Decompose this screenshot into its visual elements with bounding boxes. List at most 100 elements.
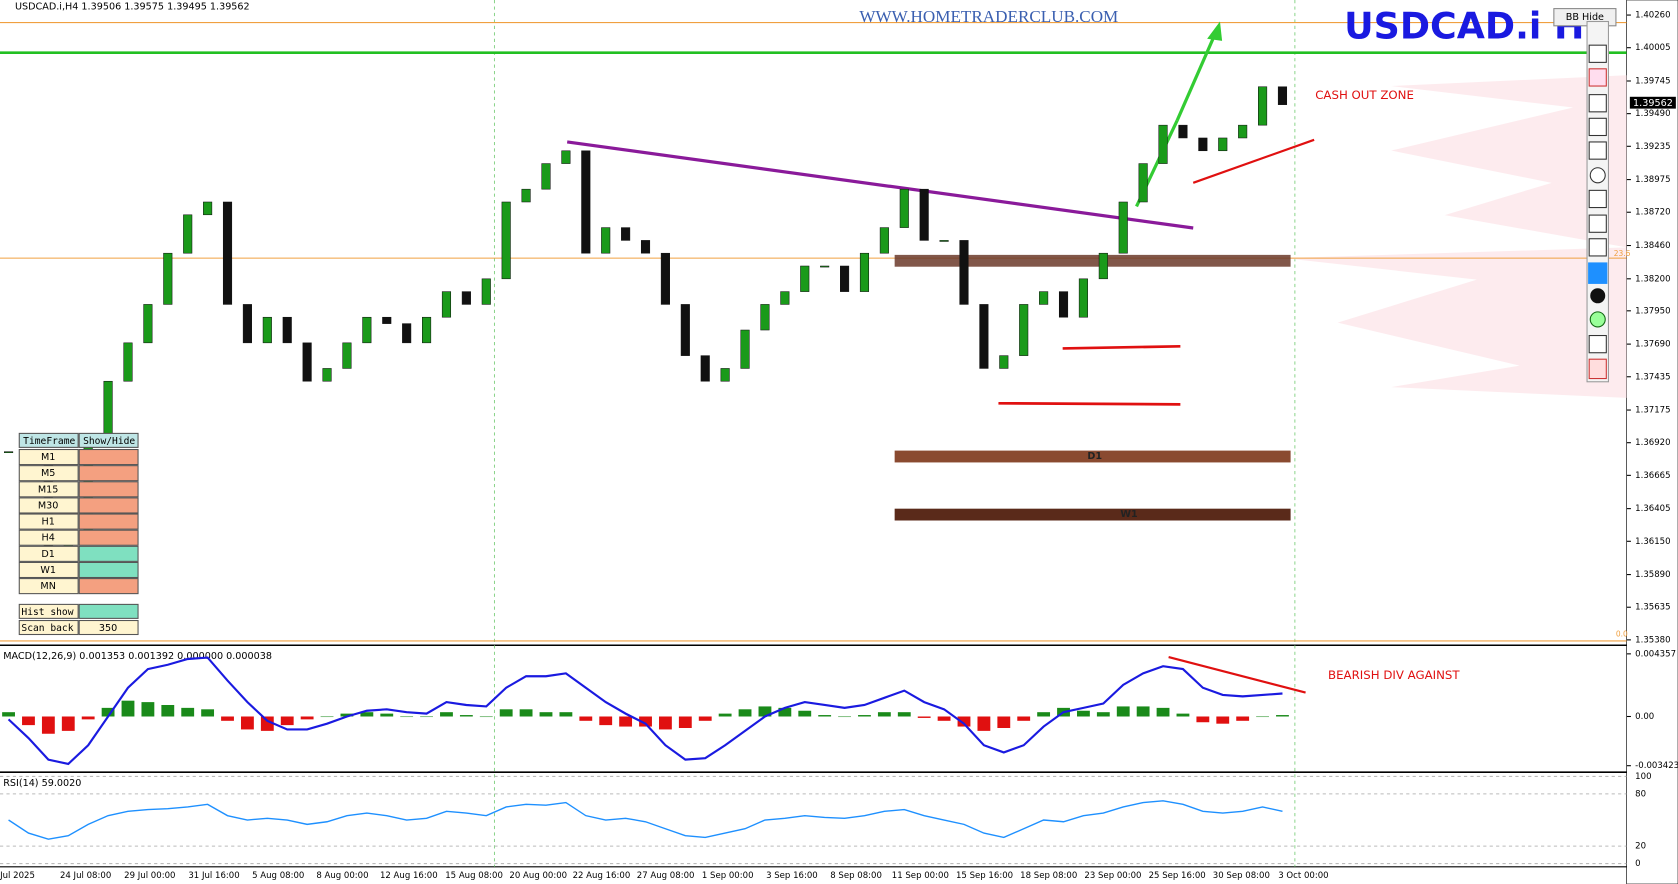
arrow-line [1175,29,1219,122]
candle [1118,201,1128,254]
macd-histogram [599,716,613,726]
toggle-cell[interactable] [78,529,139,546]
macd-histogram [678,716,692,728]
panel-header-text: TimeFrame [23,436,75,447]
tool-button[interactable] [1588,44,1607,63]
macd-histogram [340,713,354,717]
price-label: 1.39490 [1635,109,1670,119]
macd-histogram [1096,712,1110,717]
timeframe-label: M1 [41,452,55,463]
time-label: 8 Aug 00:00 [316,871,368,881]
toggle-cell[interactable] [78,578,139,595]
tool-button[interactable] [1588,68,1607,87]
timeframe-label: M15 [38,484,59,495]
macd-histogram [1156,707,1170,717]
candle [342,342,352,369]
macd-histogram [1256,716,1269,718]
timeframe-cell [18,578,79,595]
macd-histogram [1037,712,1051,717]
candle [441,291,452,318]
tool-button[interactable] [1588,238,1607,257]
price-label: 1.40260 [1635,11,1670,21]
macd-histogram [479,716,493,718]
tool-button[interactable] [1588,334,1607,354]
candle [1198,137,1208,152]
candle [222,201,233,305]
candle [680,304,690,356]
candle [979,304,989,369]
macd-histogram [977,716,991,731]
candle [501,201,511,280]
toggle-cell[interactable] [78,513,139,530]
price-label: 1.38460 [1635,241,1670,251]
tool-button[interactable] [1588,262,1608,284]
time-label: 25 Sep 16:00 [1149,871,1206,881]
current-price-box [1629,96,1676,109]
timeframe-cell [18,561,79,579]
tool-button[interactable] [1588,141,1607,160]
time-label: 15 Aug 08:00 [445,871,503,881]
candle [322,368,332,382]
candle [601,227,611,254]
macd-histogram [718,713,732,717]
toggle-cell[interactable] [78,481,139,498]
macd-histogram [101,707,115,717]
tool-button[interactable] [1588,117,1607,137]
tool-button[interactable] [1589,167,1606,184]
ma-line [1192,138,1315,184]
timeframe-label: D1 [41,549,55,560]
candle [959,240,969,305]
hist-toggle[interactable] [78,603,139,619]
macd-histogram [897,712,911,717]
macd-histogram [1136,706,1150,717]
panel-header-text: Show/Hide [83,436,135,447]
macd-axis-label: 0.00 [1635,712,1654,722]
annotation: CASH OUT ZONE [1315,88,1414,102]
tool-button[interactable] [1588,189,1607,209]
hist-button[interactable] [18,603,79,619]
candle [1098,252,1108,280]
candle [820,265,830,268]
candle [481,278,491,305]
candle [660,252,670,305]
candle [1277,86,1288,105]
toggle-cell[interactable] [78,497,139,514]
macd-histogram [22,716,35,726]
tool-button[interactable] [1588,358,1607,380]
bb-hide-label: BB Hide [1566,12,1604,23]
tool-button[interactable] [1589,311,1606,328]
candle [1039,291,1049,305]
candle [879,227,889,254]
support-line [1062,344,1181,350]
toggle-cell[interactable] [78,545,139,562]
macd-histogram [181,707,195,717]
time-label: 5 Aug 08:00 [252,871,304,881]
macd-histogram [81,716,95,720]
candle [1058,291,1069,318]
time-label: 12 Aug 16:00 [380,871,438,881]
macd-histogram [121,700,135,717]
candle [461,291,471,305]
candle [4,451,14,454]
tool-button[interactable] [1588,214,1607,233]
toggle-cell[interactable] [78,465,139,482]
time-label: 24 Jul 08:00 [60,871,111,881]
macd-histogram [280,716,294,726]
macd-histogram [639,716,652,727]
candle [621,227,631,241]
rsi-axis-label: 80 [1635,789,1646,799]
price-label: 1.35380 [1635,635,1670,645]
rsi-line [8,800,1283,840]
tool-button[interactable] [1588,94,1607,113]
candle [581,150,591,254]
candle [780,291,790,305]
toggle-cell[interactable] [78,448,139,466]
price-label: 1.37175 [1635,406,1670,416]
time-label: 29 Jul 00:00 [124,871,175,881]
macd-histogram [360,712,374,717]
macd-histogram [838,716,851,718]
scan-input[interactable] [78,619,139,636]
tool-button[interactable] [1590,288,1606,304]
candle [1238,124,1248,139]
toggle-cell[interactable] [78,561,139,579]
